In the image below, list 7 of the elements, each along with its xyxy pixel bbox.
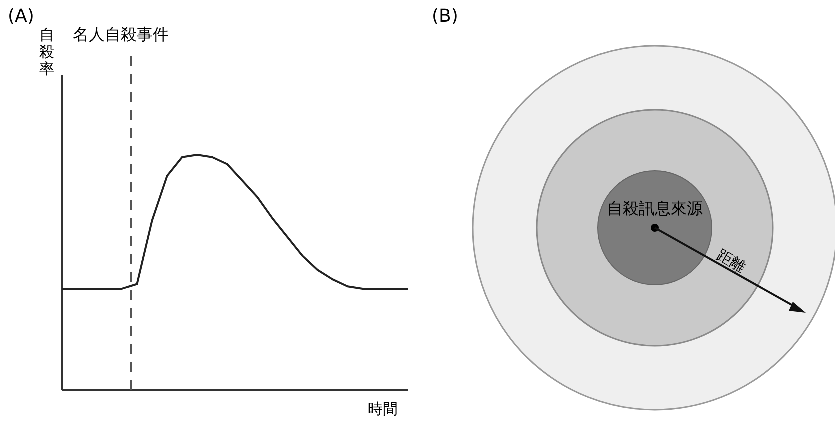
text: 名人自殺事件 xyxy=(73,25,170,44)
text: 距離 xyxy=(714,246,749,276)
chart-title: (A) xyxy=(8,6,34,27)
y-axis-title: 自殺率 xyxy=(40,26,54,78)
x-axis-title: 時間 xyxy=(368,400,398,418)
text: 自殺訊息來源 xyxy=(607,199,703,218)
text: (B) xyxy=(432,6,458,27)
